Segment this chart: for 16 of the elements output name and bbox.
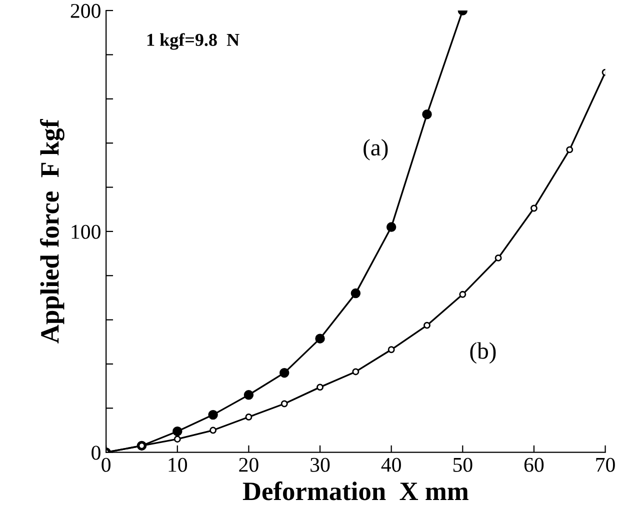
annotation: (a) — [364, 138, 388, 160]
y-tick-label: 100 — [72, 224, 100, 239]
x-tick-label: 10 — [168, 458, 188, 472]
x-axis-title: Deformation X mm — [242, 481, 468, 500]
x-tick-label: 50 — [453, 458, 472, 472]
y-tick-label: 200 — [70, 4, 100, 18]
x-tick-label: 30 — [310, 458, 330, 472]
x-tick-label: 60 — [524, 458, 544, 472]
y-tick-label: 0 — [92, 446, 100, 460]
annotation: (b) — [470, 342, 496, 364]
y-axis-title: Applied force F kgf — [40, 119, 64, 344]
x-tick-label: 70 — [596, 458, 615, 472]
x-tick-label: 20 — [239, 458, 258, 472]
x-tick-label: 40 — [381, 458, 401, 472]
annotation: 1 kgf=9.8 N — [147, 33, 240, 50]
x-tick-label: 0 — [102, 458, 110, 472]
